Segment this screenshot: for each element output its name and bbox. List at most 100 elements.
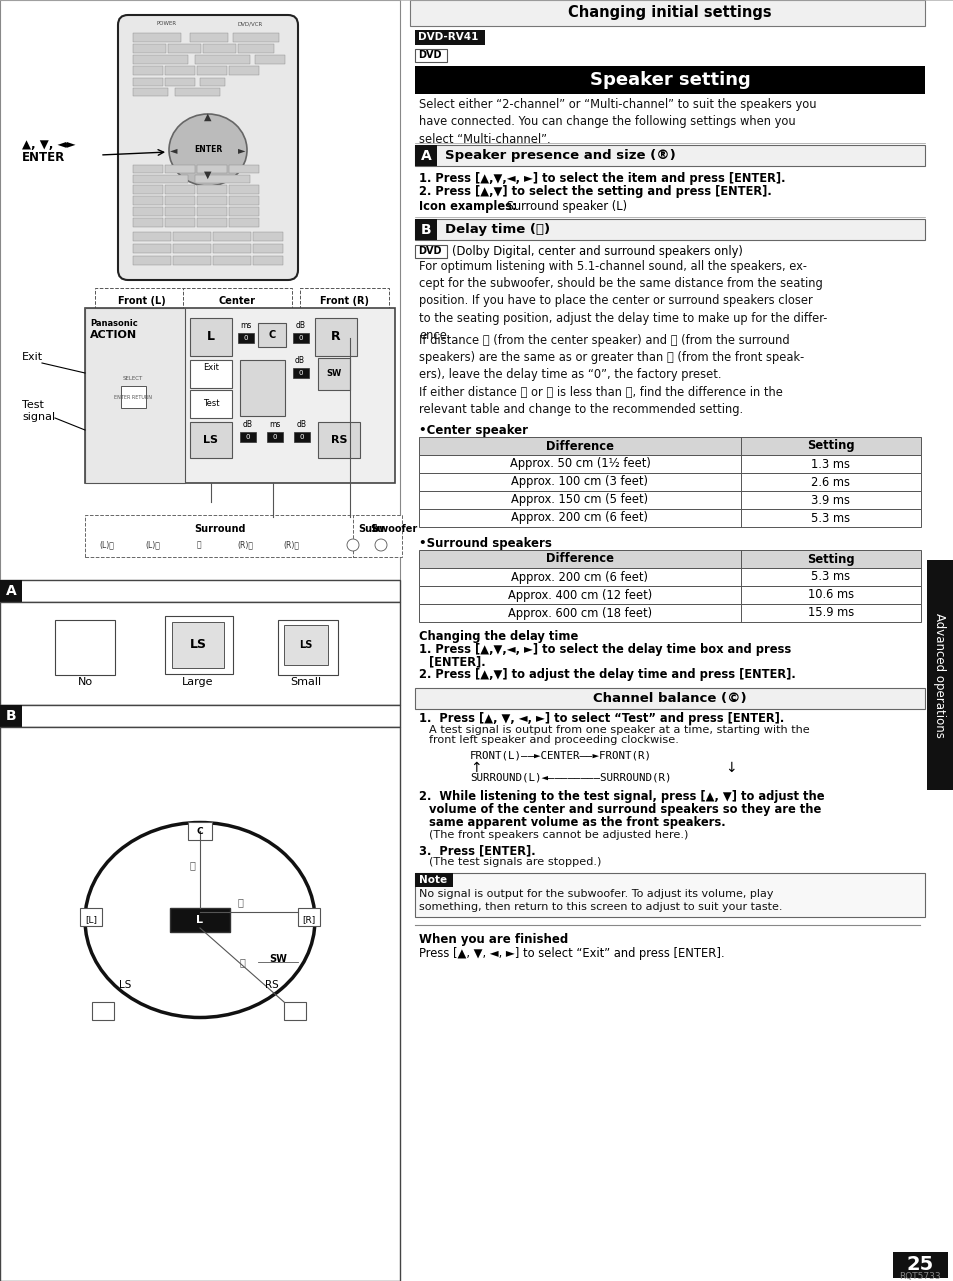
Text: ▼: ▼ [204, 170, 212, 181]
Text: ⓑ: ⓑ [196, 541, 201, 550]
Bar [253, 232, 283, 241]
Text: 10.6 ms: 10.6 ms [807, 588, 853, 602]
Text: Front (R): Front (R) [320, 296, 369, 306]
Text: LS: LS [299, 640, 313, 649]
Bar [253, 243, 283, 254]
Bar [229, 67, 258, 76]
Bar [297, 908, 319, 926]
Circle shape [135, 313, 145, 323]
Bar [415, 29, 484, 45]
Text: POWER: POWER [157, 20, 177, 26]
Bar [172, 623, 224, 667]
Text: SELECT: SELECT [123, 377, 143, 380]
Bar [190, 360, 232, 388]
Text: Approx. 150 cm (5 feet): Approx. 150 cm (5 feet) [511, 493, 648, 506]
Text: C: C [268, 330, 275, 339]
Bar [284, 1002, 306, 1020]
Text: RQT5733: RQT5733 [899, 1272, 940, 1281]
Text: 0: 0 [298, 336, 303, 341]
Bar [132, 196, 163, 205]
Text: (Dolby Digital, center and surround speakers only): (Dolby Digital, center and surround spea… [452, 245, 742, 257]
Text: C: C [196, 826, 203, 835]
Bar [415, 67, 924, 94]
Text: Speaker setting: Speaker setting [589, 70, 750, 88]
Text: If distance ⓓ (from the center speaker) and ⓘ (from the surround
speakers) are t: If distance ⓓ (from the center speaker) … [418, 334, 803, 382]
Bar [237, 333, 253, 343]
Text: Small: Small [290, 676, 321, 687]
Bar [132, 33, 181, 42]
Bar [132, 232, 171, 241]
Bar [277, 620, 337, 675]
Bar [314, 318, 356, 356]
Text: DVD: DVD [417, 246, 441, 256]
Bar [132, 256, 171, 265]
Text: Surround speaker (L): Surround speaker (L) [502, 200, 626, 213]
Text: 2. Press [▲,▼] to select the setting and press [ENTER].: 2. Press [▲,▼] to select the setting and… [418, 184, 771, 199]
Text: SW: SW [269, 954, 287, 965]
FancyBboxPatch shape [95, 288, 189, 314]
FancyBboxPatch shape [118, 15, 297, 281]
Text: 5.3 ms: 5.3 ms [811, 511, 850, 524]
Bar [237, 44, 274, 53]
Text: front left speaker and proceeding clockwise.: front left speaker and proceeding clockw… [429, 735, 679, 746]
Circle shape [339, 313, 350, 323]
Bar [132, 218, 163, 227]
Bar [132, 78, 163, 86]
Bar [188, 822, 212, 840]
Bar [121, 386, 146, 409]
Text: Approx. 100 cm (3 feet): Approx. 100 cm (3 feet) [511, 475, 648, 488]
Bar [196, 196, 227, 205]
Bar [168, 44, 201, 53]
Text: Surround: Surround [194, 524, 246, 534]
Ellipse shape [169, 114, 247, 186]
Text: B: B [420, 223, 431, 237]
Bar [317, 421, 359, 459]
Text: Front (L): Front (L) [118, 296, 166, 306]
Text: 1.  Press [▲, ▼, ◄, ►] to select “Test” and press [ENTER].: 1. Press [▲, ▼, ◄, ►] to select “Test” a… [418, 712, 783, 725]
Text: ACTION: ACTION [90, 330, 137, 339]
Text: [ENTER].: [ENTER]. [429, 655, 485, 667]
Text: 25: 25 [905, 1255, 933, 1275]
Bar [132, 44, 166, 53]
Text: •Center speaker: •Center speaker [418, 424, 527, 437]
Bar [0, 705, 22, 728]
Text: When you are finished: When you are finished [418, 933, 568, 945]
Bar [240, 432, 255, 442]
Bar [132, 55, 188, 64]
Text: Changing initial settings: Changing initial settings [568, 5, 771, 20]
Bar [418, 567, 920, 585]
Text: ◄: ◄ [170, 145, 177, 155]
Text: (R)ⓒ: (R)ⓒ [236, 541, 253, 550]
Text: ms: ms [269, 420, 280, 429]
Bar [415, 245, 447, 257]
Bar [240, 360, 285, 416]
Text: 0: 0 [298, 370, 303, 377]
Text: Note: Note [418, 875, 447, 885]
Text: dB: dB [295, 322, 306, 330]
Bar [132, 175, 188, 183]
Text: Delay time (ⓑ): Delay time (ⓑ) [444, 223, 550, 236]
Text: ▲, ▼, ◄►: ▲, ▼, ◄► [22, 138, 75, 151]
Bar [293, 333, 309, 343]
Text: Advanced operations: Advanced operations [933, 612, 945, 738]
Bar [196, 208, 227, 216]
Bar [190, 389, 232, 418]
Text: 2. Press [▲,▼] to adjust the delay time and press [ENTER].: 2. Press [▲,▼] to adjust the delay time … [418, 667, 795, 681]
Bar [165, 78, 194, 86]
Bar [415, 145, 436, 167]
Text: 5.3 ms: 5.3 ms [811, 570, 850, 584]
Bar [132, 88, 168, 96]
Bar [229, 218, 258, 227]
Text: ENTER RETURN: ENTER RETURN [113, 395, 152, 400]
Text: DVD/VCR: DVD/VCR [237, 20, 263, 26]
Bar [293, 368, 309, 378]
Bar [0, 602, 399, 705]
Text: [R]: [R] [302, 916, 315, 925]
Bar [165, 184, 194, 193]
Bar [165, 218, 194, 227]
Text: LS: LS [119, 980, 132, 990]
Bar [190, 33, 228, 42]
Text: Changing the delay time: Changing the delay time [418, 630, 578, 643]
Bar [196, 184, 227, 193]
Text: (The front speakers cannot be adjusted here.): (The front speakers cannot be adjusted h… [429, 830, 688, 840]
